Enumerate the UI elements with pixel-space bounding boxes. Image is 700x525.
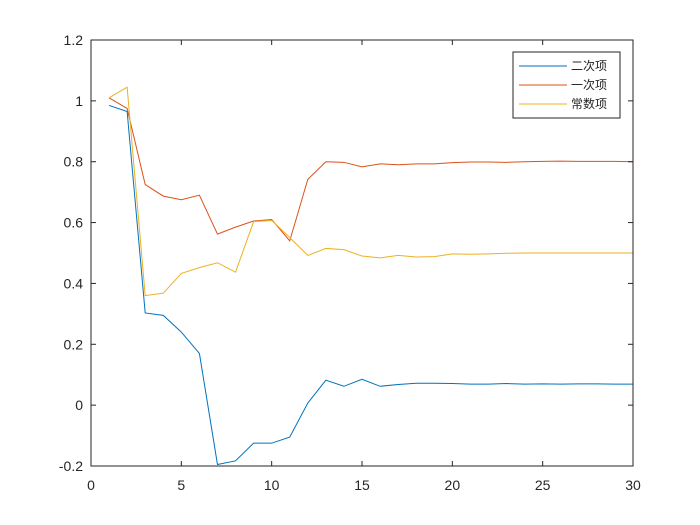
legend: 二次项 一次项 常数项 — [512, 51, 621, 119]
y-tick-label-1: 0 — [75, 397, 83, 413]
y-tick-label-3: 0.4 — [64, 275, 84, 291]
series-line-0 — [108, 104, 633, 466]
x-tick-label-4: 20 — [445, 477, 461, 493]
x-tick-labels: 0 5 10 15 20 25 30 — [87, 477, 641, 493]
x-tick-label-6: 30 — [625, 477, 641, 493]
legend-label-constant: 常数项 — [571, 96, 607, 111]
y-tick-labels: -0.2 0 0.2 0.4 0.6 0.8 1 1.2 — [59, 32, 83, 474]
series-line-1 — [108, 97, 634, 242]
x-tick-label-5: 25 — [535, 477, 551, 493]
legend-label-linear: 一次项 — [571, 78, 607, 92]
x-tick-label-2: 10 — [264, 477, 280, 493]
x-tick-label-3: 15 — [354, 477, 370, 493]
series-line-2 — [108, 86, 633, 297]
y-tick-label-4: 0.6 — [64, 215, 84, 231]
x-tick-label-0: 0 — [87, 477, 95, 493]
y-tick-label-2: 0.2 — [64, 336, 84, 352]
y-tick-label-0: -0.2 — [59, 458, 83, 474]
legend-label-quadratic: 二次项 — [571, 59, 607, 73]
axis-ticks — [90, 39, 634, 467]
y-tick-label-6: 1 — [75, 93, 83, 109]
y-tick-label-7: 1.2 — [64, 32, 84, 48]
y-tick-label-5: 0.8 — [64, 154, 84, 170]
x-tick-label-1: 5 — [177, 477, 185, 493]
series-lines — [108, 86, 634, 466]
